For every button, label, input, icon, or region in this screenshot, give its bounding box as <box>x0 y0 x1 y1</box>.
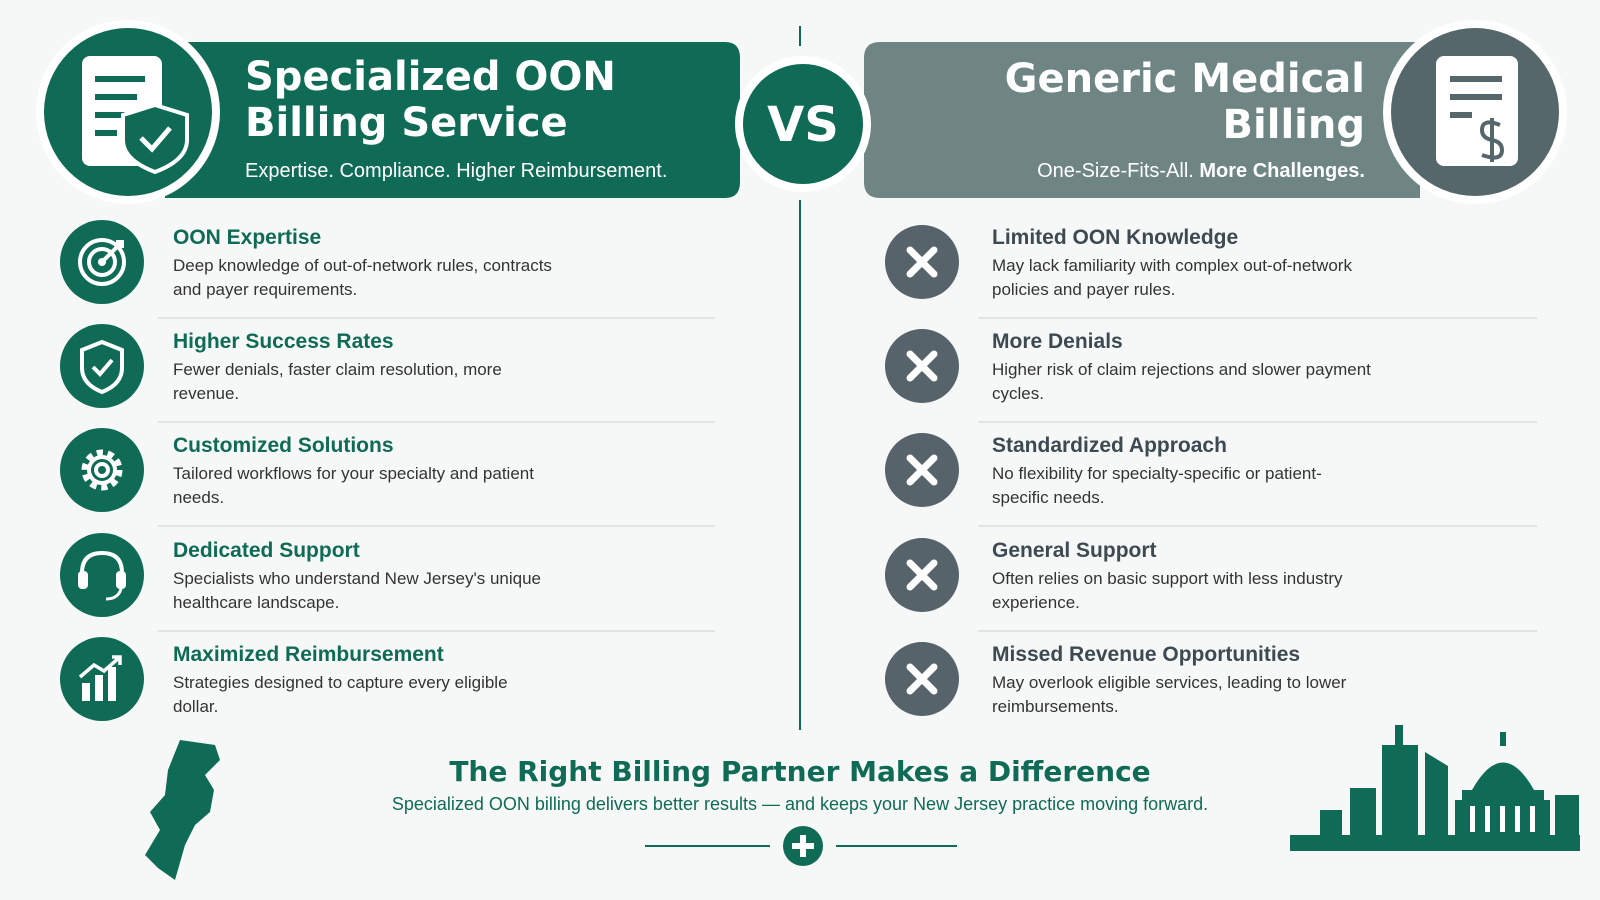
item-title: OON Expertise <box>173 226 322 249</box>
item-text: No flexibility for specialty-specific or… <box>992 464 1322 507</box>
item-text: May overlook eligible services, leading … <box>992 673 1347 716</box>
footer-title: The Right Billing Partner Makes a Differ… <box>449 755 1151 788</box>
item: Standardized Approach No flexibility for … <box>992 434 1372 510</box>
new-jersey-map <box>145 740 220 880</box>
item-title: Customized Solutions <box>173 434 394 457</box>
right-subtitle: One-Size-Fits-All. More Challenges. <box>1037 160 1365 183</box>
item-text: Tailored workflows for your specialty an… <box>173 464 534 507</box>
item-icon <box>885 433 959 507</box>
item: Customized Solutions Tailored workflows f… <box>173 434 553 510</box>
item: Limited OON Knowledge May lack familiarit… <box>992 226 1372 302</box>
item-icon <box>60 428 144 512</box>
item: Missed Revenue Opportunities May overlook… <box>992 643 1372 719</box>
subtitle-bold: More Challenges. <box>1199 160 1365 182</box>
item-title: Missed Revenue Opportunities <box>992 643 1301 666</box>
right-title: Generic Medical <box>1004 56 1365 102</box>
item-title: More Denials <box>992 330 1123 353</box>
item-title: Dedicated Support <box>173 539 360 562</box>
item-title: Higher Success Rates <box>173 330 394 353</box>
item-title: Standardized Approach <box>992 434 1227 457</box>
item-text: Often relies on basic support with less … <box>992 569 1343 612</box>
item-text: Specialists who understand New Jersey's … <box>173 569 541 612</box>
item: Dedicated Support Specialists who underst… <box>173 539 553 615</box>
subtitle-plain: One-Size-Fits-All. <box>1037 160 1194 182</box>
item: General Support Often relies on basic sup… <box>992 539 1372 615</box>
item-text: Fewer denials, faster claim resolution, … <box>173 360 502 403</box>
footer-subtitle: Specialized OON billing delivers better … <box>391 794 1209 814</box>
left-title: Billing Service <box>245 100 568 146</box>
left-title: Specialized OON <box>245 54 616 100</box>
vs-label: VS <box>767 97 839 153</box>
right-header-band <box>864 42 1420 198</box>
item-icon <box>885 329 959 403</box>
item: Higher Success Rates Fewer denials, faste… <box>173 330 553 406</box>
item-text: Strategies designed to capture every eli… <box>173 673 508 716</box>
item-icon <box>60 220 144 304</box>
right-title: Billing <box>1222 102 1365 148</box>
left-header-band <box>165 42 740 198</box>
item: Maximized Reimbursement Strategies design… <box>173 643 553 719</box>
item-title: Maximized Reimbursement <box>173 643 444 666</box>
item-icon <box>885 642 959 716</box>
item-title: Limited OON Knowledge <box>992 226 1239 249</box>
vs-circle <box>743 64 863 184</box>
item-text: Deep knowledge of out-of-network rules, … <box>173 256 552 299</box>
item-icon <box>885 538 959 612</box>
item: More Denials Higher risk of claim rejecti… <box>992 330 1372 406</box>
item-icon <box>60 324 144 408</box>
item-title: General Support <box>992 539 1157 562</box>
item-text: Higher risk of claim rejections and slow… <box>992 360 1371 403</box>
item-icon <box>60 637 144 721</box>
left-subtitle: Expertise. Compliance. Higher Reimbursem… <box>245 160 668 182</box>
skyline <box>1290 725 1580 851</box>
item-icon <box>885 225 959 299</box>
item: OON Expertise Deep knowledge of out-of-ne… <box>173 226 553 302</box>
item-text: May lack familiarity with complex out-of… <box>992 256 1352 299</box>
item-icon <box>60 533 144 617</box>
